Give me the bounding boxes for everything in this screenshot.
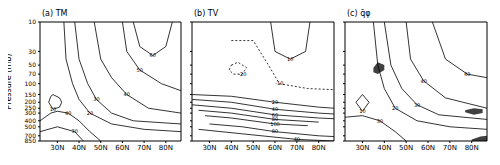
html-text:(b) TV: (b) TV [194, 9, 219, 18]
svg-text:80N: 80N [159, 144, 173, 152]
svg-text:50N: 50N [246, 144, 260, 152]
svg-text:850: 850 [25, 137, 37, 144]
svg-text:70N: 70N [290, 144, 304, 152]
svg-text:60: 60 [150, 52, 156, 58]
svg-text:400: 400 [24, 116, 36, 124]
svg-text:70: 70 [28, 70, 36, 77]
svg-text:60: 60 [464, 71, 470, 77]
svg-text:50N: 50N [94, 144, 108, 152]
svg-text:60N: 60N [115, 144, 129, 152]
svg-text:30: 30 [93, 96, 99, 102]
svg-text:-10: -10 [275, 80, 283, 86]
svg-text:50N: 50N [399, 144, 413, 152]
svg-text:40N: 40N [377, 144, 391, 152]
svg-text:50: 50 [137, 67, 143, 73]
svg-text:80: 80 [272, 128, 278, 134]
svg-text:700: 700 [24, 131, 36, 139]
svg-text:150: 150 [25, 91, 37, 98]
svg-text:30: 30 [72, 128, 78, 134]
svg-text:20: 20 [87, 110, 93, 116]
svg-text:40: 40 [294, 136, 300, 142]
svg-text:250: 250 [24, 104, 36, 112]
svg-text:80N: 80N [312, 144, 326, 152]
svg-text:60: 60 [271, 111, 279, 118]
svg-text:40: 40 [420, 78, 426, 84]
svg-text:40: 40 [124, 91, 130, 97]
svg-text:30: 30 [377, 118, 383, 124]
svg-text:10: 10 [287, 56, 293, 62]
svg-text:10: 10 [28, 19, 36, 25]
svg-text:60N: 60N [421, 144, 435, 152]
svg-text:30N: 30N [202, 144, 216, 152]
svg-text:60N: 60N [268, 144, 282, 152]
svg-text:70N: 70N [137, 144, 151, 152]
svg-text:30N: 30N [50, 144, 64, 152]
html-text:(a) TM: (a) TM [42, 9, 68, 18]
svg-text:100: 100 [25, 80, 37, 87]
svg-text:Pressure (mb): Pressure (mb) [8, 54, 13, 110]
svg-text:500: 500 [25, 123, 37, 130]
svg-text:30: 30 [28, 48, 36, 55]
svg-text:10: 10 [359, 108, 365, 114]
svg-text:40: 40 [65, 110, 71, 116]
svg-text:40: 40 [271, 106, 279, 112]
svg-text:20: 20 [272, 99, 278, 105]
svg-text:80N: 80N [465, 144, 479, 152]
svg-text:70N: 70N [443, 144, 457, 152]
svg-text:-20: -20 [238, 71, 246, 77]
svg-text:40N: 40N [224, 144, 238, 152]
svg-text:100: 100 [270, 121, 280, 127]
svg-text:10: 10 [50, 106, 56, 112]
svg-text:20: 20 [392, 105, 398, 111]
svg-text:50: 50 [28, 61, 36, 68]
svg-text:30: 30 [414, 102, 420, 108]
html-text:(c) q̄φ: (c) q̄φ [347, 9, 371, 18]
svg-text:80: 80 [271, 116, 279, 123]
svg-text:200: 200 [24, 98, 36, 106]
svg-text:30N: 30N [355, 144, 369, 152]
svg-text:300: 300 [25, 109, 37, 116]
svg-text:40N: 40N [72, 144, 86, 152]
